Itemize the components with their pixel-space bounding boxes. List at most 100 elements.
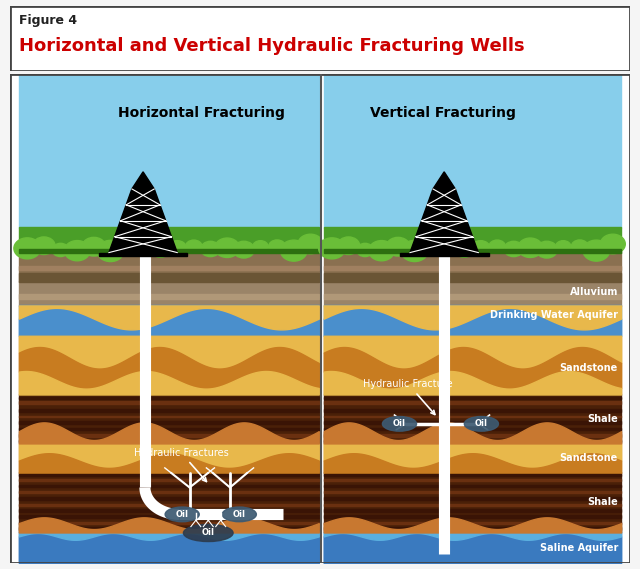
Bar xyxy=(19,504,319,506)
Bar xyxy=(324,474,621,476)
Text: Oil: Oil xyxy=(233,510,246,519)
Circle shape xyxy=(386,237,410,256)
Bar xyxy=(324,434,621,437)
Text: Hydraulic Fracture: Hydraulic Fracture xyxy=(364,379,453,414)
Bar xyxy=(19,74,319,228)
Bar xyxy=(99,253,188,257)
Circle shape xyxy=(504,241,524,257)
Bar xyxy=(324,249,621,253)
Bar xyxy=(19,409,319,411)
Text: Vertical Fracturing: Vertical Fracturing xyxy=(370,106,516,120)
Ellipse shape xyxy=(165,507,199,522)
Bar xyxy=(324,497,621,500)
Bar xyxy=(324,227,621,253)
Bar xyxy=(324,415,621,418)
Bar xyxy=(324,74,621,228)
Circle shape xyxy=(186,240,202,253)
Text: Horizontal and Vertical Hydraulic Fracturing Wells: Horizontal and Vertical Hydraulic Fractu… xyxy=(19,37,525,55)
Ellipse shape xyxy=(382,417,417,431)
Circle shape xyxy=(201,241,220,257)
Ellipse shape xyxy=(184,525,233,542)
Circle shape xyxy=(65,241,90,261)
Ellipse shape xyxy=(465,417,499,431)
Bar xyxy=(324,504,621,506)
Bar xyxy=(19,443,319,473)
Bar xyxy=(19,491,319,493)
Bar xyxy=(19,394,319,443)
Bar xyxy=(324,439,621,442)
Bar xyxy=(19,428,319,430)
Bar xyxy=(19,251,319,282)
Bar xyxy=(324,443,621,473)
Bar xyxy=(324,509,621,512)
Bar xyxy=(324,479,621,481)
Circle shape xyxy=(253,241,268,253)
Bar xyxy=(19,527,319,530)
Bar xyxy=(324,428,621,430)
Bar xyxy=(324,273,621,282)
Bar xyxy=(324,306,621,336)
Circle shape xyxy=(556,241,571,253)
Circle shape xyxy=(472,241,490,255)
Text: Oil: Oil xyxy=(202,529,215,538)
Text: Drinking Water Aquifer: Drinking Water Aquifer xyxy=(490,310,618,320)
Bar xyxy=(324,485,621,488)
Bar xyxy=(324,422,621,424)
Bar xyxy=(19,415,319,418)
Text: Sandstone: Sandstone xyxy=(560,362,618,373)
Polygon shape xyxy=(109,189,177,253)
Bar xyxy=(324,401,621,405)
Bar xyxy=(19,516,319,518)
Text: Alluvium: Alluvium xyxy=(570,287,618,296)
Bar xyxy=(19,306,319,336)
Bar xyxy=(324,409,621,411)
Circle shape xyxy=(422,238,440,252)
Circle shape xyxy=(168,241,186,255)
Circle shape xyxy=(356,244,374,257)
Ellipse shape xyxy=(222,507,257,522)
Circle shape xyxy=(33,237,55,254)
Bar xyxy=(19,273,319,282)
Text: Hydraulic Fractures: Hydraulic Fractures xyxy=(134,448,228,481)
Text: Oil: Oil xyxy=(176,510,189,519)
Circle shape xyxy=(453,241,475,257)
Bar xyxy=(19,401,319,405)
Text: Shale: Shale xyxy=(588,497,618,507)
Bar xyxy=(324,491,621,493)
Bar xyxy=(400,253,488,257)
Bar xyxy=(324,472,621,533)
Text: Horizontal Fracturing: Horizontal Fracturing xyxy=(118,106,285,120)
Text: Saline Aquifer: Saline Aquifer xyxy=(540,543,618,552)
Bar xyxy=(19,422,319,424)
Polygon shape xyxy=(410,189,478,253)
Circle shape xyxy=(14,238,40,259)
Circle shape xyxy=(369,241,394,261)
Circle shape xyxy=(536,241,557,258)
Bar xyxy=(324,394,621,443)
Bar xyxy=(324,397,621,399)
Bar xyxy=(19,294,319,299)
Text: Figure 4: Figure 4 xyxy=(19,14,77,27)
Circle shape xyxy=(518,238,543,258)
Bar xyxy=(324,336,621,394)
Circle shape xyxy=(52,244,69,257)
Text: Oil: Oil xyxy=(475,419,488,428)
Bar xyxy=(19,439,319,442)
Circle shape xyxy=(215,238,239,258)
Circle shape xyxy=(439,243,456,257)
Bar xyxy=(19,479,319,481)
Circle shape xyxy=(135,243,152,257)
Circle shape xyxy=(298,234,323,254)
Circle shape xyxy=(82,237,106,256)
Bar xyxy=(19,522,319,524)
Bar xyxy=(324,516,621,518)
Circle shape xyxy=(489,240,506,253)
Bar xyxy=(19,227,319,253)
Bar xyxy=(19,249,319,253)
Circle shape xyxy=(97,240,124,262)
Circle shape xyxy=(337,237,360,254)
Bar xyxy=(19,434,319,437)
Circle shape xyxy=(233,241,255,258)
Bar xyxy=(19,266,319,270)
Bar xyxy=(19,531,319,563)
